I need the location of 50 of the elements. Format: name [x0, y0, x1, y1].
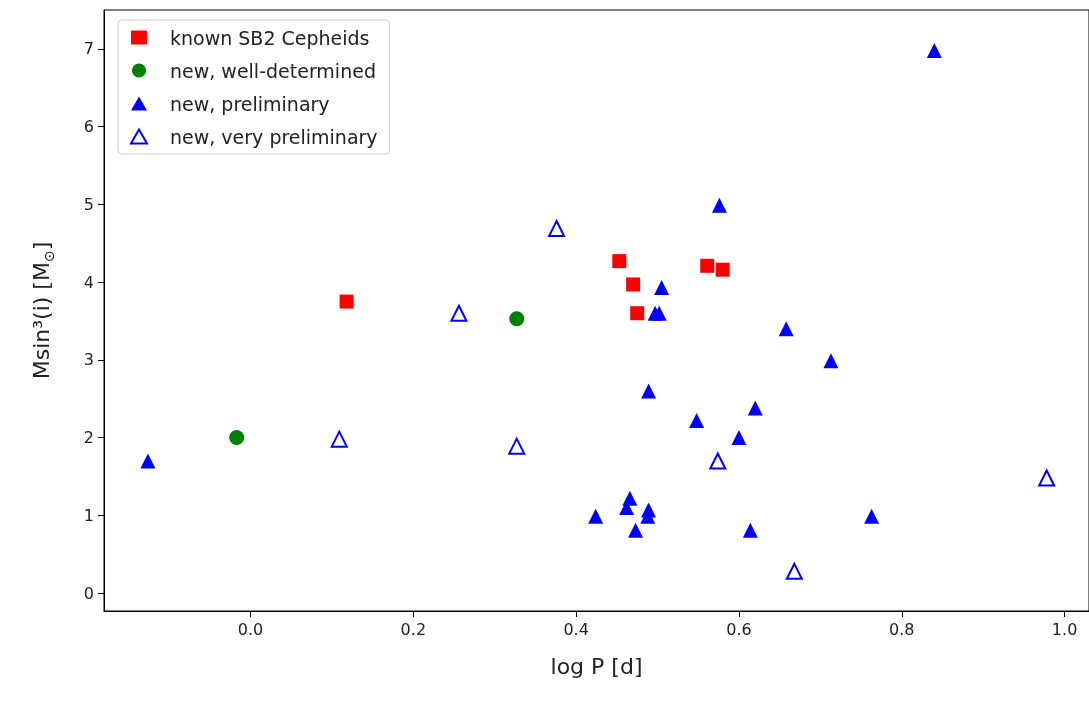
point: [715, 262, 730, 277]
legend-label: new, very preliminary: [170, 125, 378, 148]
point: [229, 430, 245, 446]
point: [778, 321, 794, 337]
point: [689, 413, 705, 429]
y-tick-label: 3: [83, 350, 94, 370]
x-tick-label: 0.2: [400, 619, 427, 639]
x-tick-label: 1.0: [1051, 619, 1078, 639]
y-axis-title: Msin³(i) [M⊙]: [28, 241, 57, 380]
point: [711, 197, 727, 213]
point: [747, 400, 763, 416]
y-tick-label: 1: [83, 505, 94, 525]
legend-label: new, preliminary: [170, 92, 330, 115]
point: [785, 562, 803, 580]
point: [742, 522, 758, 538]
legend-label: known SB2 Cepheids: [170, 26, 370, 49]
point: [926, 42, 942, 58]
y-tick-label: 0: [83, 583, 94, 603]
y-tick-label: 5: [83, 194, 94, 214]
point: [630, 306, 645, 321]
legend-label: new, well-determined: [170, 59, 376, 82]
point: [700, 258, 715, 273]
y-tick-label: 6: [83, 117, 94, 137]
point: [548, 219, 566, 237]
x-tick-label: 0.0: [237, 619, 264, 639]
point: [709, 452, 727, 470]
point: [641, 383, 657, 399]
y-tick-label: 2: [83, 428, 94, 448]
point: [339, 294, 354, 309]
point: [654, 280, 670, 296]
point: [823, 353, 839, 369]
x-tick-label: 0.4: [563, 619, 589, 639]
x-axis-title: log P [d]: [550, 653, 643, 679]
point: [450, 304, 468, 322]
point: [864, 508, 880, 524]
y-tick-label: 4: [83, 272, 94, 292]
point: [731, 430, 747, 446]
point: [588, 508, 604, 524]
point: [628, 522, 644, 538]
point: [626, 277, 641, 292]
y-tick-label: 7: [83, 39, 94, 59]
point: [651, 305, 667, 321]
point: [1038, 469, 1056, 487]
point: [509, 311, 525, 327]
point: [330, 430, 348, 448]
point: [612, 254, 627, 269]
point: [140, 453, 156, 469]
x-tick-label: 0.8: [889, 619, 915, 639]
x-tick-label: 0.6: [726, 619, 752, 639]
point: [508, 437, 526, 455]
